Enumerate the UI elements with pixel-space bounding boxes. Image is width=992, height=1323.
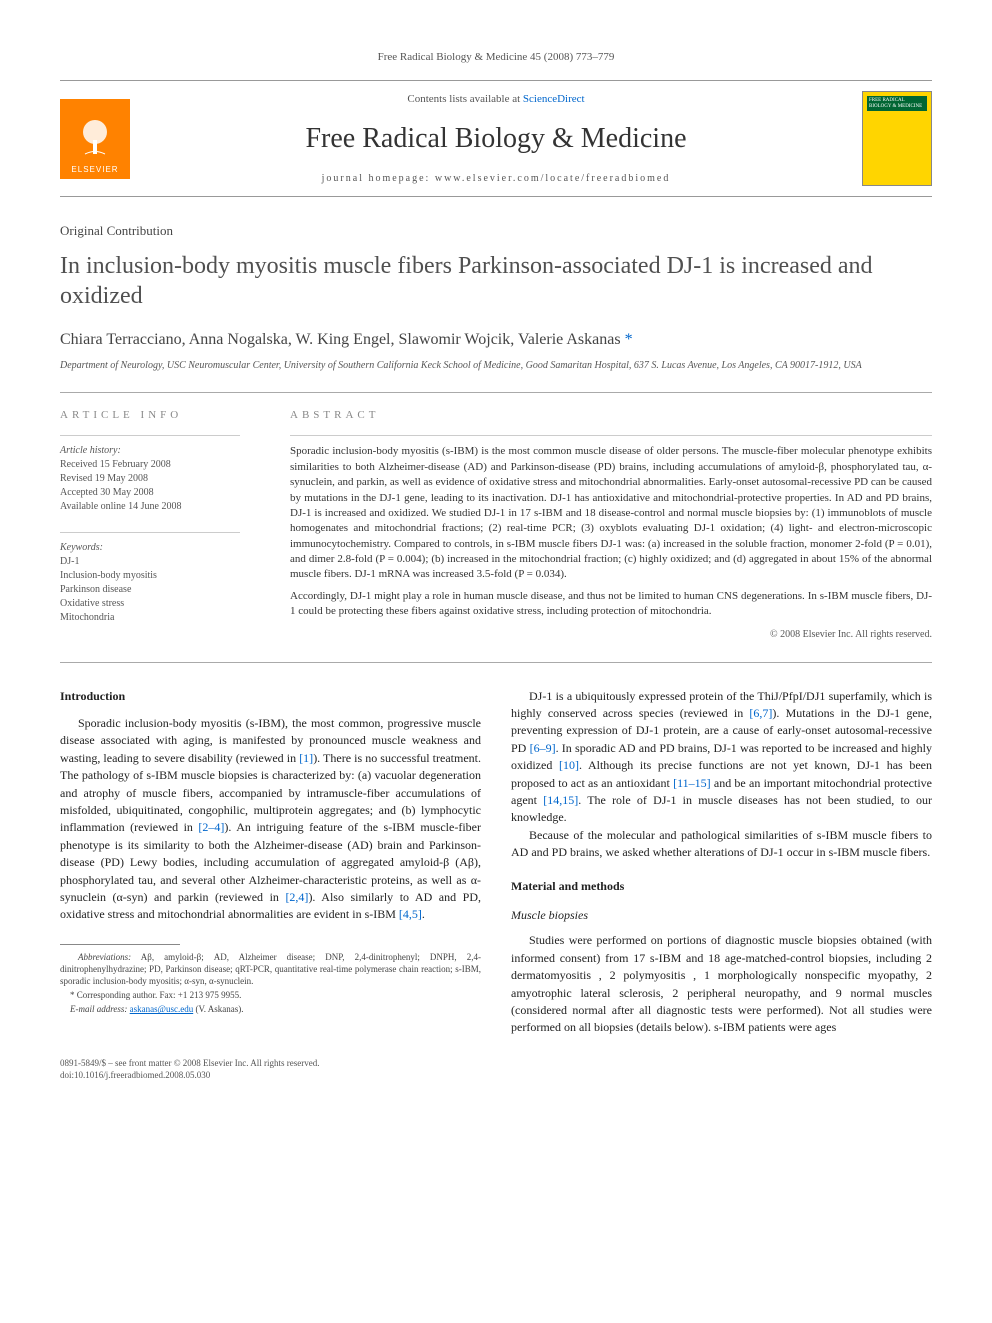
abstract-rule bbox=[290, 435, 932, 436]
body-col-right: DJ-1 is a ubiquitously expressed protein… bbox=[511, 688, 932, 1037]
history-accepted: Accepted 30 May 2008 bbox=[60, 486, 260, 500]
homepage-prefix: journal homepage: bbox=[322, 173, 435, 184]
elsevier-logo: ELSEVIER bbox=[60, 99, 130, 179]
info-rule bbox=[60, 435, 240, 436]
keywords-block: Keywords: DJ-1 Inclusion-body myositis P… bbox=[60, 532, 260, 625]
biopsies-p1: Studies were performed on portions of di… bbox=[511, 932, 932, 1036]
ref-link-1[interactable]: [1] bbox=[299, 751, 313, 765]
ref-link-2-4b[interactable]: [2,4] bbox=[285, 890, 308, 904]
ref-link-2-4[interactable]: [2–4] bbox=[198, 820, 224, 834]
col2-p1: DJ-1 is a ubiquitously expressed protein… bbox=[511, 688, 932, 827]
journal-name: Free Radical Biology & Medicine bbox=[150, 119, 842, 158]
ref-link-10[interactable]: [10] bbox=[559, 758, 579, 772]
abbrev-footnote: Abbreviations: Aβ, amyloid-β; AD, Alzhei… bbox=[60, 951, 481, 987]
article-info-heading: ARTICLE INFO bbox=[60, 408, 260, 423]
col2-p2: Because of the molecular and pathologica… bbox=[511, 827, 932, 862]
ref-link-4-5[interactable]: [4,5] bbox=[399, 907, 422, 921]
front-matter-line: 0891-5849/$ – see front matter © 2008 El… bbox=[60, 1057, 320, 1070]
sciencedirect-link[interactable]: ScienceDirect bbox=[523, 93, 585, 105]
corr-footnote: * Corresponding author. Fax: +1 213 975 … bbox=[60, 989, 481, 1001]
journal-banner: ELSEVIER Contents lists available at Sci… bbox=[60, 81, 932, 197]
abstract-text: Sporadic inclusion-body myositis (s-IBM)… bbox=[290, 444, 932, 619]
body-columns: Introduction Sporadic inclusion-body myo… bbox=[60, 688, 932, 1037]
keywords-rule bbox=[60, 532, 240, 533]
methods-heading: Material and methods bbox=[511, 878, 932, 895]
bottom-bar: 0891-5849/$ – see front matter © 2008 El… bbox=[60, 1057, 932, 1082]
body-rule bbox=[60, 662, 932, 663]
keyword-5: Mitochondria bbox=[60, 611, 260, 625]
abstract-p1: Sporadic inclusion-body myositis (s-IBM)… bbox=[290, 444, 932, 583]
elsevier-label: ELSEVIER bbox=[71, 164, 118, 175]
corresponding-mark: * bbox=[625, 331, 633, 348]
doi-line: doi:10.1016/j.freeradbiomed.2008.05.030 bbox=[60, 1069, 320, 1082]
history-online: Available online 14 June 2008 bbox=[60, 500, 260, 514]
intro-heading: Introduction bbox=[60, 688, 481, 705]
banner-center: Contents lists available at ScienceDirec… bbox=[130, 92, 862, 187]
abstract-heading: ABSTRACT bbox=[290, 408, 932, 423]
bottom-left: 0891-5849/$ – see front matter © 2008 El… bbox=[60, 1057, 320, 1082]
abstract-col: ABSTRACT Sporadic inclusion-body myositi… bbox=[290, 408, 932, 642]
abstract-p2: Accordingly, DJ-1 might play a role in h… bbox=[290, 589, 932, 620]
homepage-line: journal homepage: www.elsevier.com/locat… bbox=[150, 172, 842, 186]
keyword-2: Inclusion-body myositis bbox=[60, 569, 260, 583]
abstract-copyright: © 2008 Elsevier Inc. All rights reserved… bbox=[290, 628, 932, 642]
footnotes: Abbreviations: Aβ, amyloid-β; AD, Alzhei… bbox=[60, 951, 481, 1016]
email-suffix: (V. Askanas). bbox=[193, 1004, 243, 1014]
article-type: Original Contribution bbox=[60, 222, 932, 240]
footnote-rule bbox=[60, 944, 180, 945]
email-link[interactable]: askanas@usc.edu bbox=[130, 1004, 194, 1014]
keyword-1: DJ-1 bbox=[60, 555, 260, 569]
article-title: In inclusion-body myositis muscle fibers… bbox=[60, 251, 932, 311]
contents-line: Contents lists available at ScienceDirec… bbox=[150, 92, 842, 107]
keywords-label: Keywords: bbox=[60, 541, 260, 555]
ref-link-6-7[interactable]: [6,7] bbox=[749, 706, 772, 720]
journal-cover-thumb: FREE RADICAL BIOLOGY & MEDICINE bbox=[862, 91, 932, 186]
info-abstract-row: ARTICLE INFO Article history: Received 1… bbox=[60, 393, 932, 642]
keyword-4: Oxidative stress bbox=[60, 597, 260, 611]
ref-link-11-15[interactable]: [11–15] bbox=[673, 776, 711, 790]
biopsies-heading: Muscle biopsies bbox=[511, 907, 932, 924]
cover-thumb-title: FREE RADICAL BIOLOGY & MEDICINE bbox=[867, 96, 927, 111]
intro-p1: Sporadic inclusion-body myositis (s-IBM)… bbox=[60, 715, 481, 924]
intro-text-e: . bbox=[422, 907, 425, 921]
history-label: Article history: bbox=[60, 444, 260, 458]
ref-link-6-9[interactable]: [6–9] bbox=[530, 741, 556, 755]
body-col-left: Introduction Sporadic inclusion-body myo… bbox=[60, 688, 481, 1037]
ref-link-14-15[interactable]: [14,15] bbox=[543, 793, 578, 807]
email-label: E-mail address: bbox=[70, 1004, 130, 1014]
homepage-url: www.elsevier.com/locate/freeradbiomed bbox=[435, 173, 671, 184]
keyword-3: Parkinson disease bbox=[60, 583, 260, 597]
abbrev-label: Abbreviations: bbox=[78, 952, 131, 962]
authors-line: Chiara Terracciano, Anna Nogalska, W. Ki… bbox=[60, 329, 932, 351]
article-info-col: ARTICLE INFO Article history: Received 1… bbox=[60, 408, 260, 642]
affiliation: Department of Neurology, USC Neuromuscul… bbox=[60, 359, 932, 372]
history-revised: Revised 19 May 2008 bbox=[60, 472, 260, 486]
contents-prefix: Contents lists available at bbox=[407, 93, 522, 105]
elsevier-tree-icon bbox=[70, 114, 120, 164]
running-head: Free Radical Biology & Medicine 45 (2008… bbox=[60, 50, 932, 65]
authors-names: Chiara Terracciano, Anna Nogalska, W. Ki… bbox=[60, 331, 625, 348]
email-footnote: E-mail address: askanas@usc.edu (V. Aska… bbox=[60, 1003, 481, 1015]
history-received: Received 15 February 2008 bbox=[60, 458, 260, 472]
